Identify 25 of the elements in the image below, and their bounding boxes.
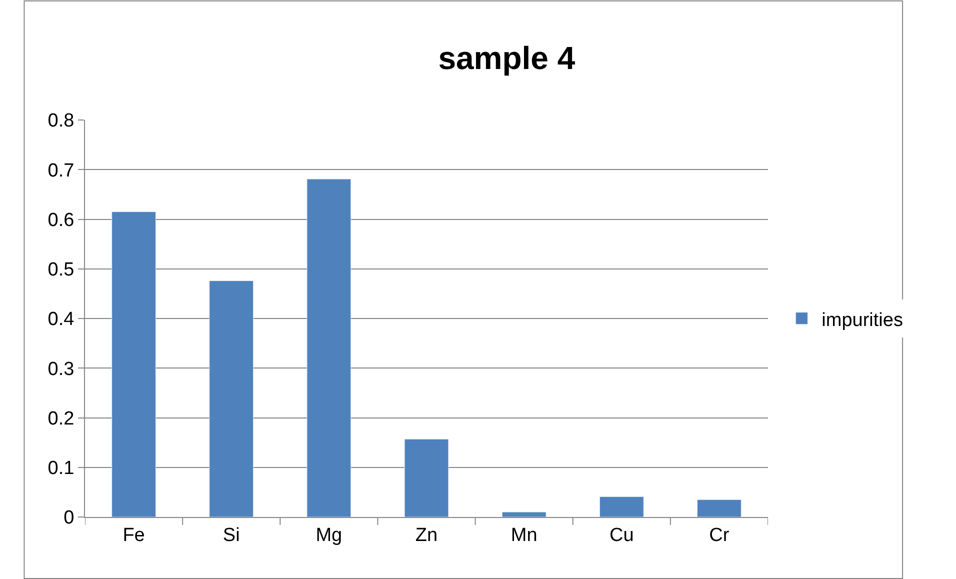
x-tick-label: Mn <box>510 524 538 546</box>
y-tick-label: 0.6 <box>48 210 74 231</box>
bar <box>306 178 352 517</box>
bar <box>209 280 254 517</box>
y-tick-label: 0.7 <box>48 160 74 182</box>
y-tick-label: 0.4 <box>48 309 75 330</box>
y-tick-label: 0 <box>64 508 74 529</box>
x-tick-label: Fe <box>122 524 145 546</box>
legend-label: impurities <box>822 310 903 331</box>
x-tick-label: Zn <box>415 524 438 546</box>
bar <box>404 438 449 517</box>
y-tick-label: 0.5 <box>48 260 74 281</box>
bar <box>599 496 644 517</box>
bar <box>112 212 156 517</box>
y-tick-label: 0.3 <box>48 358 74 380</box>
y-tick-label: 0.8 <box>48 110 74 132</box>
chart-title: sample 4 <box>438 40 576 76</box>
y-tick-label: 0.1 <box>48 458 74 480</box>
x-tick-label: Cr <box>709 524 730 546</box>
x-tick-label: Mg <box>316 524 342 546</box>
x-tick-label: Si <box>222 524 240 546</box>
bar <box>697 499 742 517</box>
y-tick-label: 0.2 <box>48 408 74 430</box>
x-tick-label: Cu <box>609 524 634 546</box>
bar <box>502 512 546 517</box>
